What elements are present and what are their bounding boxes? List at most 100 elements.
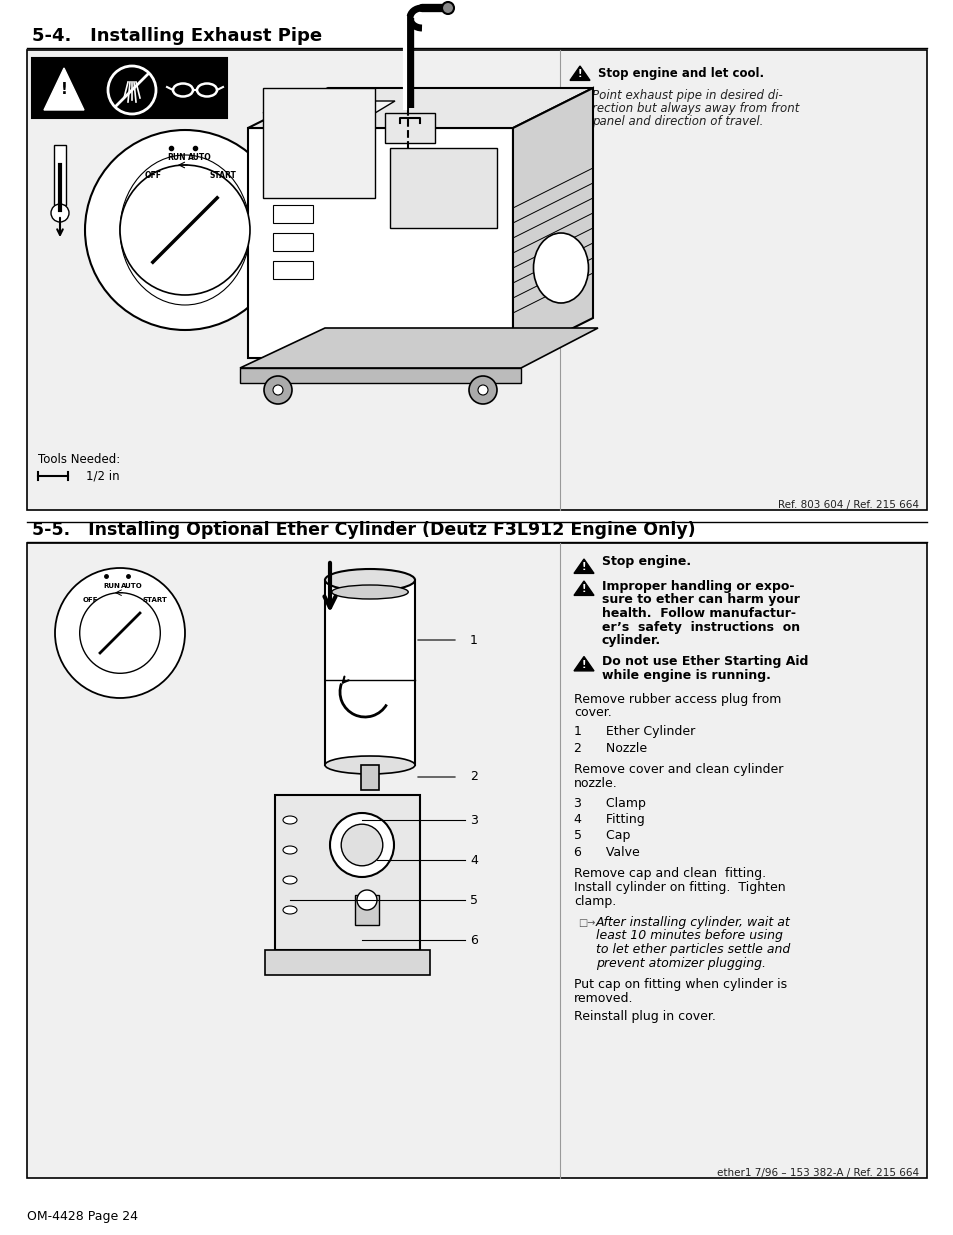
Text: 4      Fitting: 4 Fitting	[574, 813, 644, 826]
FancyBboxPatch shape	[27, 543, 926, 1178]
Circle shape	[469, 375, 497, 404]
Polygon shape	[513, 88, 593, 358]
Text: sure to ether can harm your: sure to ether can harm your	[601, 594, 799, 606]
FancyBboxPatch shape	[390, 148, 497, 228]
Text: 5-4.   Installing Exhaust Pipe: 5-4. Installing Exhaust Pipe	[32, 27, 322, 44]
Text: 5-5.   Installing Optional Ether Cylinder (Deutz F3L912 Engine Only): 5-5. Installing Optional Ether Cylinder …	[32, 521, 695, 538]
Polygon shape	[240, 329, 598, 368]
Ellipse shape	[283, 876, 296, 884]
Polygon shape	[569, 65, 589, 80]
Polygon shape	[248, 88, 593, 128]
Text: to let ether particles settle and: to let ether particles settle and	[596, 944, 789, 956]
Text: !: !	[581, 584, 586, 594]
Text: rection but always away from front: rection but always away from front	[592, 103, 799, 115]
Polygon shape	[240, 368, 520, 383]
FancyBboxPatch shape	[385, 112, 435, 143]
Text: removed.: removed.	[574, 992, 633, 1004]
Circle shape	[85, 130, 285, 330]
Circle shape	[55, 568, 185, 698]
Text: er’s  safety  instructions  on: er’s safety instructions on	[601, 620, 800, 634]
Text: 6      Valve: 6 Valve	[574, 846, 639, 860]
Text: 6: 6	[470, 934, 477, 946]
Text: least 10 minutes before using: least 10 minutes before using	[596, 930, 782, 942]
Text: Reinstall plug in cover.: Reinstall plug in cover.	[574, 1010, 715, 1023]
Text: while engine is running.: while engine is running.	[601, 669, 770, 682]
Text: RUN: RUN	[104, 583, 120, 589]
FancyBboxPatch shape	[27, 49, 926, 510]
Text: health.  Follow manufactur-: health. Follow manufactur-	[601, 606, 795, 620]
Text: □→: □→	[576, 91, 593, 101]
Text: cylinder.: cylinder.	[601, 634, 660, 647]
Text: Install cylinder on fitting.  Tighten: Install cylinder on fitting. Tighten	[574, 881, 785, 894]
FancyBboxPatch shape	[32, 58, 227, 119]
Ellipse shape	[283, 816, 296, 824]
Circle shape	[477, 385, 488, 395]
Text: Remove rubber access plug from: Remove rubber access plug from	[574, 693, 781, 705]
Text: 3: 3	[470, 814, 477, 826]
FancyBboxPatch shape	[265, 950, 430, 974]
Text: RUN: RUN	[168, 153, 186, 163]
Text: OFF: OFF	[82, 598, 97, 604]
Text: !: !	[60, 83, 68, 98]
Text: ether1 7/96 – 153 382-A / Ref. 215 664: ether1 7/96 – 153 382-A / Ref. 215 664	[716, 1168, 918, 1178]
Text: Stop engine.: Stop engine.	[601, 556, 690, 568]
Text: cover.: cover.	[574, 706, 611, 719]
FancyBboxPatch shape	[263, 88, 375, 198]
Text: AUTO: AUTO	[188, 153, 212, 163]
Text: !: !	[581, 562, 586, 572]
Ellipse shape	[325, 569, 415, 592]
Text: nozzle.: nozzle.	[574, 777, 618, 790]
Text: 4: 4	[470, 853, 477, 867]
Ellipse shape	[325, 756, 415, 774]
FancyBboxPatch shape	[325, 580, 415, 764]
Text: After installing cylinder, wait at: After installing cylinder, wait at	[596, 916, 790, 929]
Text: Do not use Ether Starting Aid: Do not use Ether Starting Aid	[601, 656, 807, 668]
Text: Point exhaust pipe in desired di-: Point exhaust pipe in desired di-	[592, 89, 781, 103]
FancyBboxPatch shape	[274, 795, 419, 950]
Ellipse shape	[283, 906, 296, 914]
FancyBboxPatch shape	[355, 895, 378, 925]
Circle shape	[80, 593, 160, 673]
Circle shape	[341, 824, 382, 866]
FancyBboxPatch shape	[273, 205, 313, 224]
FancyBboxPatch shape	[54, 144, 66, 205]
FancyBboxPatch shape	[273, 233, 313, 251]
FancyBboxPatch shape	[360, 764, 378, 790]
Text: 2      Nozzle: 2 Nozzle	[574, 742, 646, 755]
Polygon shape	[574, 559, 594, 573]
Text: □→: □→	[578, 918, 595, 927]
Text: 1: 1	[470, 634, 477, 646]
Circle shape	[51, 204, 69, 222]
Text: 5: 5	[470, 893, 477, 906]
Text: !: !	[581, 659, 586, 669]
Text: Stop engine and let cool.: Stop engine and let cool.	[598, 67, 763, 79]
Text: Ref. 803 604 / Ref. 215 664: Ref. 803 604 / Ref. 215 664	[778, 500, 918, 510]
Circle shape	[273, 385, 283, 395]
FancyBboxPatch shape	[273, 261, 313, 279]
Polygon shape	[263, 101, 395, 112]
Ellipse shape	[533, 233, 588, 303]
Text: START: START	[142, 598, 168, 604]
Text: panel and direction of travel.: panel and direction of travel.	[592, 115, 762, 128]
Text: 3      Clamp: 3 Clamp	[574, 797, 645, 809]
Text: Remove cover and clean cylinder: Remove cover and clean cylinder	[574, 763, 782, 777]
Text: OFF: OFF	[144, 170, 161, 179]
Ellipse shape	[120, 156, 250, 305]
Circle shape	[330, 813, 394, 877]
Polygon shape	[44, 68, 84, 110]
Text: !: !	[578, 69, 581, 79]
Circle shape	[264, 375, 292, 404]
Text: START: START	[210, 170, 236, 179]
Circle shape	[120, 165, 250, 295]
Text: 1/2 in: 1/2 in	[86, 469, 119, 483]
Text: 5      Cap: 5 Cap	[574, 830, 630, 842]
Polygon shape	[574, 580, 594, 595]
Ellipse shape	[283, 846, 296, 853]
Text: OM-4428 Page 24: OM-4428 Page 24	[27, 1210, 138, 1223]
Text: prevent atomizer plugging.: prevent atomizer plugging.	[596, 956, 765, 969]
Text: Put cap on fitting when cylinder is: Put cap on fitting when cylinder is	[574, 978, 786, 990]
Polygon shape	[574, 657, 594, 671]
Text: AUTO: AUTO	[121, 583, 143, 589]
Circle shape	[441, 2, 454, 14]
Ellipse shape	[332, 585, 408, 599]
